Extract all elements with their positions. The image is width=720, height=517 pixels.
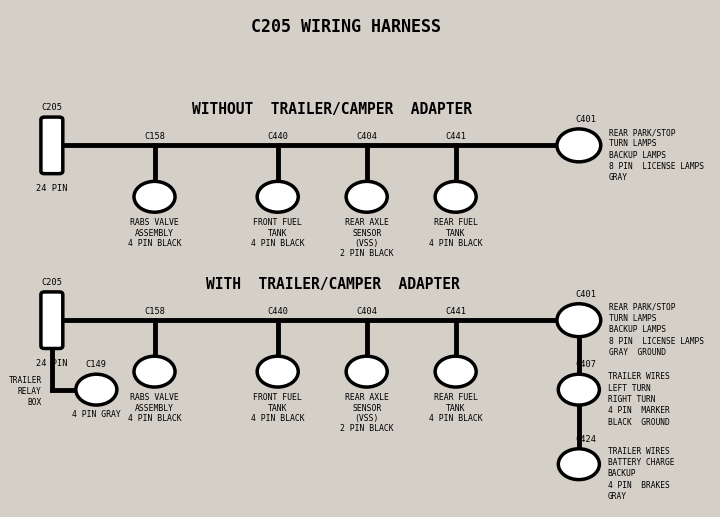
Text: BLACK  GROUND: BLACK GROUND [608, 418, 670, 427]
Text: BOX: BOX [27, 399, 42, 407]
Text: REAR PARK/STOP: REAR PARK/STOP [609, 303, 675, 312]
FancyBboxPatch shape [41, 292, 63, 348]
Circle shape [76, 374, 117, 405]
Text: C401: C401 [575, 115, 596, 124]
Text: ASSEMBLY: ASSEMBLY [135, 229, 174, 238]
Text: BACKUP LAMPS: BACKUP LAMPS [609, 150, 666, 160]
Text: 2 PIN BLACK: 2 PIN BLACK [340, 424, 394, 433]
Text: C149: C149 [86, 360, 107, 369]
Text: C440: C440 [267, 132, 288, 141]
Text: 4 PIN BLACK: 4 PIN BLACK [251, 414, 305, 423]
Text: RABS VALVE: RABS VALVE [130, 393, 179, 402]
Text: SENSOR: SENSOR [352, 403, 382, 413]
Text: C441: C441 [445, 307, 466, 316]
Circle shape [346, 181, 387, 212]
Text: 4 PIN BLACK: 4 PIN BLACK [429, 414, 482, 423]
Text: SENSOR: SENSOR [352, 229, 382, 238]
Circle shape [134, 356, 175, 387]
Text: TRAILER WIRES: TRAILER WIRES [608, 447, 670, 456]
Text: 4 PIN BLACK: 4 PIN BLACK [251, 239, 305, 248]
Text: C404: C404 [356, 307, 377, 316]
Text: 4 PIN BLACK: 4 PIN BLACK [127, 239, 181, 248]
Text: GRAY: GRAY [609, 173, 628, 183]
Text: BATTERY CHARGE: BATTERY CHARGE [608, 458, 674, 467]
Circle shape [435, 356, 476, 387]
Circle shape [558, 449, 599, 480]
Text: 8 PIN  LICENSE LAMPS: 8 PIN LICENSE LAMPS [609, 162, 704, 171]
Circle shape [257, 356, 298, 387]
Text: LEFT TURN: LEFT TURN [608, 384, 650, 392]
FancyBboxPatch shape [41, 117, 63, 174]
Text: BACKUP LAMPS: BACKUP LAMPS [609, 326, 666, 334]
Text: C158: C158 [144, 307, 165, 316]
Text: TANK: TANK [268, 403, 287, 413]
Text: ASSEMBLY: ASSEMBLY [135, 403, 174, 413]
Text: REAR AXLE: REAR AXLE [345, 393, 389, 402]
Text: REAR FUEL: REAR FUEL [433, 393, 477, 402]
Text: WITHOUT  TRAILER/CAMPER  ADAPTER: WITHOUT TRAILER/CAMPER ADAPTER [192, 102, 472, 117]
Text: REAR PARK/STOP: REAR PARK/STOP [609, 128, 675, 137]
Text: BACKUP: BACKUP [608, 469, 636, 478]
Circle shape [558, 374, 599, 405]
Text: TANK: TANK [268, 229, 287, 238]
Text: REAR AXLE: REAR AXLE [345, 218, 389, 227]
Text: 8 PIN  LICENSE LAMPS: 8 PIN LICENSE LAMPS [609, 337, 704, 346]
Circle shape [134, 181, 175, 212]
Text: TURN LAMPS: TURN LAMPS [609, 314, 657, 323]
Text: 4 PIN BLACK: 4 PIN BLACK [429, 239, 482, 248]
Text: C424: C424 [575, 435, 596, 444]
Text: GRAY  GROUND: GRAY GROUND [609, 348, 666, 357]
Text: RABS VALVE: RABS VALVE [130, 218, 179, 227]
Text: WITH  TRAILER/CAMPER  ADAPTER: WITH TRAILER/CAMPER ADAPTER [206, 277, 459, 292]
Text: C401: C401 [575, 290, 596, 299]
Text: (VSS): (VSS) [354, 414, 379, 423]
Text: 4 PIN  MARKER: 4 PIN MARKER [608, 406, 670, 415]
Text: C205: C205 [41, 278, 63, 287]
Text: C158: C158 [144, 132, 165, 141]
Text: 4 PIN  BRAKES: 4 PIN BRAKES [608, 481, 670, 490]
Circle shape [435, 181, 476, 212]
Text: RELAY: RELAY [18, 387, 42, 396]
Text: (VSS): (VSS) [354, 239, 379, 248]
Text: TANK: TANK [446, 229, 465, 238]
Text: FRONT FUEL: FRONT FUEL [253, 393, 302, 402]
Text: FRONT FUEL: FRONT FUEL [253, 218, 302, 227]
Circle shape [557, 129, 600, 162]
Text: C205 WIRING HARNESS: C205 WIRING HARNESS [251, 18, 441, 36]
Text: C205: C205 [41, 103, 63, 112]
Text: 2 PIN BLACK: 2 PIN BLACK [340, 249, 394, 258]
Text: TRAILER WIRES: TRAILER WIRES [608, 372, 670, 381]
Text: 4 PIN BLACK: 4 PIN BLACK [127, 414, 181, 423]
Text: TRAILER: TRAILER [9, 376, 42, 385]
Text: C407: C407 [575, 360, 596, 369]
Text: 24 PIN: 24 PIN [36, 184, 68, 193]
Text: GRAY: GRAY [608, 492, 626, 501]
Text: C404: C404 [356, 132, 377, 141]
Circle shape [257, 181, 298, 212]
Text: 24 PIN: 24 PIN [36, 359, 68, 368]
Text: 4 PIN GRAY: 4 PIN GRAY [72, 410, 121, 419]
Text: C440: C440 [267, 307, 288, 316]
Text: TURN LAMPS: TURN LAMPS [609, 139, 657, 148]
Text: RIGHT TURN: RIGHT TURN [608, 395, 655, 404]
Circle shape [557, 304, 600, 337]
Text: TANK: TANK [446, 403, 465, 413]
Circle shape [346, 356, 387, 387]
Text: REAR FUEL: REAR FUEL [433, 218, 477, 227]
Text: C441: C441 [445, 132, 466, 141]
